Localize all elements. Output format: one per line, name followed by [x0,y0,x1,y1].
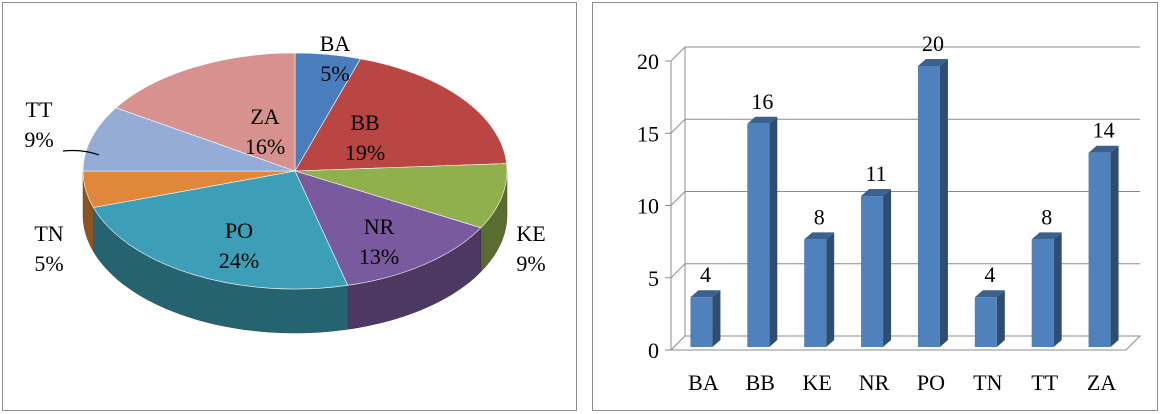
pie-percent-za: 16% [245,134,285,159]
pie-percent-tn: 5% [34,251,63,276]
pie-leader-line-tt [62,149,100,156]
bar-value-label-za: 14 [1093,118,1115,143]
bar-category-label-po: PO [917,370,945,395]
pie-slice-ke [294,163,508,229]
bar-y-tick-label: 10 [637,194,659,219]
pie-label-ba: BA [320,31,351,56]
bar-category-label-bb: BB [746,370,775,395]
pie-percent-ba: 5% [320,61,349,86]
bar-value-label-ba: 4 [700,262,711,287]
pie-slice-po [92,170,349,290]
bar-chart: 0 5 10 15 20 4 BA 16 BB 8 KE 11 NR 20 PO 4 TN 8 TT 14 ZA [637,31,1142,395]
bar-category-label-za: ZA [1087,370,1116,395]
bar-side-ba [712,290,721,347]
bar-category-label-tn: TN [973,370,1002,395]
bar-side-tt [1053,232,1062,347]
bar-floor [669,335,1142,351]
pie-percent-po: 24% [219,248,259,273]
pie-chart-panel: BA 5% BB 19% KE 9% NR 13% PO 24% TN 5% TT 9% ZA 16% [2,2,577,411]
bar-side-za [1110,145,1119,347]
bar-za [1088,152,1111,347]
bar-top-ke [804,232,835,240]
bar-tn [974,297,997,347]
bar-gridline [670,46,1140,62]
bar-tt [1031,239,1054,347]
bar-value-label-bb: 16 [751,89,773,114]
bar-category-label-tt: TT [1031,370,1058,395]
pie-label-bb: BB [350,110,379,135]
bar-side-nr [883,189,892,347]
pie-label-tn: TN [34,221,63,246]
bar-ke [804,239,827,347]
bar-value-label-po: 20 [922,31,944,56]
pie-slice-za [115,52,296,172]
pie-label-za: ZA [250,104,279,129]
bar-top-bb [747,116,778,124]
bar-value-label-tn: 4 [984,262,995,287]
bar-po [917,66,940,347]
bar-gridline [670,263,1140,279]
bar-category-label-ba: BA [688,370,719,395]
pie-slice-tt [82,107,296,172]
bar-top-po [917,59,948,66]
bar-value-label-ke: 8 [814,204,825,229]
pie-percent-nr: 13% [359,244,399,269]
bar-top-tt [1031,232,1062,240]
bar-y-tick-label: 20 [637,49,659,74]
bar-top-tn [974,290,1005,298]
bar-side-po [939,59,948,347]
bar-gridline [670,191,1140,206]
pie-percent-bb: 19% [345,140,385,165]
bar-value-label-nr: 11 [865,161,886,186]
bar-bb [747,123,770,347]
bar-nr [861,196,884,347]
bar-top-ba [690,290,721,298]
pie-label-ke: KE [516,221,545,246]
bar-side-ke [826,232,835,347]
pie-slice-bb [294,58,507,172]
bar-top-za [1088,145,1119,153]
bar-top-nr [861,189,892,197]
bar-category-label-ke: KE [803,370,832,395]
bar-chart-panel: 0 5 10 15 20 4 BA 16 BB 8 KE 11 NR 20 PO 4 TN 8 TT 14 ZA [592,2,1158,411]
pie-percent-ke: 9% [516,251,545,276]
bar-ba [690,297,713,347]
pie-percent-tt: 9% [24,127,53,152]
pie-label-po: PO [225,218,253,243]
pie-label-tt: TT [26,97,53,122]
bar-value-label-tt: 8 [1041,204,1052,229]
pie-slice-nr [294,170,482,286]
bar-gridline [670,118,1140,134]
bar-y-tick-label: 5 [648,266,659,291]
bar-y-tick-label: 0 [648,338,659,363]
bar-category-label-nr: NR [859,370,890,395]
bar-y-tick-label: 15 [637,121,659,146]
bar-side-bb [769,116,778,347]
pie-label-nr: NR [364,214,395,239]
bar-side-tn [996,290,1005,347]
